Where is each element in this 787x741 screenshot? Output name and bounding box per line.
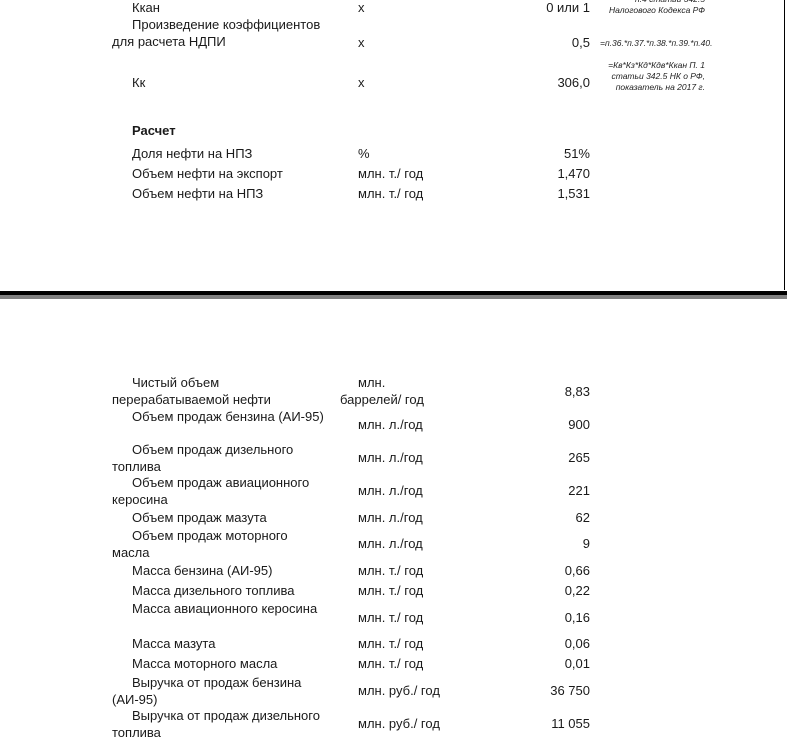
row-unit: x — [358, 35, 365, 50]
row-unit: млн. л./год — [358, 450, 423, 465]
row-unit: x — [358, 75, 365, 90]
section-title: Расчет — [132, 123, 176, 138]
row-unit: млн. т./ год — [358, 583, 424, 598]
row-value: 1,531 — [557, 186, 590, 201]
row-value: 1,470 — [557, 166, 590, 181]
row-label: Доля нефти на НПЗ — [132, 146, 253, 161]
row-value: 11 055 — [551, 716, 590, 731]
row-label: Масса бензина (АИ-95) — [132, 563, 273, 578]
row-label: Объем продаж бензина (АИ-95) — [132, 409, 324, 424]
row-value: 221 — [568, 483, 590, 498]
row-value: 265 — [568, 450, 590, 465]
row-unit: млн. т./ год — [358, 186, 424, 201]
row-value: 0,22 — [564, 583, 590, 598]
row-value: 8,83 — [564, 384, 590, 399]
row-unit: млн. баррелей/ год — [340, 375, 424, 407]
row-unit: млн. т./ год — [358, 656, 424, 671]
row-label: Чистый объем перерабатываемой нефти — [112, 375, 271, 407]
row-label: Объем продаж моторного масла — [112, 528, 288, 560]
row-unit: млн. л./год — [358, 417, 423, 432]
row-unit: млн. л./год — [358, 510, 423, 525]
page-1: Расчет п.4 статьи 342.5 Налогового Кодек… — [0, 0, 785, 290]
row-label: Кк — [132, 75, 146, 90]
page-break-shadow — [0, 295, 787, 299]
row-label: Выручка от продаж дизельного топлива — [112, 708, 320, 740]
row-value: 51% — [563, 146, 590, 161]
row-label: Объем нефти на НПЗ — [132, 186, 264, 201]
row-unit: млн. т./ год — [358, 610, 424, 625]
row-label: Объем продаж авиационного керосина — [112, 475, 310, 507]
row-label: Выручка от продаж бензина (АИ-95) — [112, 675, 302, 707]
row-value: 306,0 — [557, 75, 590, 90]
row-label: Масса мазута — [132, 636, 216, 651]
row-value: 0,01 — [564, 656, 590, 671]
row-value: 0,66 — [564, 563, 590, 578]
note-kkan: п.4 статьи 342.5 Налогового Кодекса РФ — [608, 0, 705, 15]
note-kk: =Кв*Кз*Кд*Кдв*Ккан П. 1 статьи 342.5 НК … — [608, 60, 705, 92]
row-label: Объем нефти на экспорт — [132, 166, 283, 181]
row-value: 0 или 1 — [546, 0, 590, 15]
row-label: Масса авиационного керосина — [132, 601, 318, 616]
row-label: Масса моторного масла — [132, 656, 278, 671]
row-label: Произведение коэффициентов для расчета Н… — [112, 17, 321, 49]
row-value: 36 750 — [550, 683, 590, 698]
row-unit: млн. л./год — [358, 536, 423, 551]
row-value: 900 — [568, 417, 590, 432]
row-unit: млн. т./ год — [358, 563, 424, 578]
row-value: 62 — [575, 510, 590, 525]
row-unit: млн. т./ год — [358, 636, 424, 651]
row-label: Объем продаж мазута — [132, 510, 267, 525]
row-unit: % — [358, 146, 370, 161]
row-value: 9 — [582, 536, 590, 551]
row-unit: млн. т./ год — [358, 166, 424, 181]
row-unit: млн. руб./ год — [358, 683, 440, 698]
row-value: 0,5 — [571, 35, 590, 50]
row-unit: млн. л./год — [358, 483, 423, 498]
row-label: Ккан — [132, 0, 160, 15]
row-label: Объем продаж дизельного топлива — [112, 442, 294, 474]
page-break — [0, 291, 787, 295]
row-unit: млн. руб./ год — [358, 716, 440, 731]
row-unit: x — [358, 0, 365, 15]
note-product: =п.36.*п.37.*п.38.*п.39.*п.40. — [600, 38, 713, 48]
row-label: Масса дизельного топлива — [132, 583, 295, 598]
row-value: 0,16 — [564, 610, 590, 625]
row-value: 0,06 — [564, 636, 590, 651]
